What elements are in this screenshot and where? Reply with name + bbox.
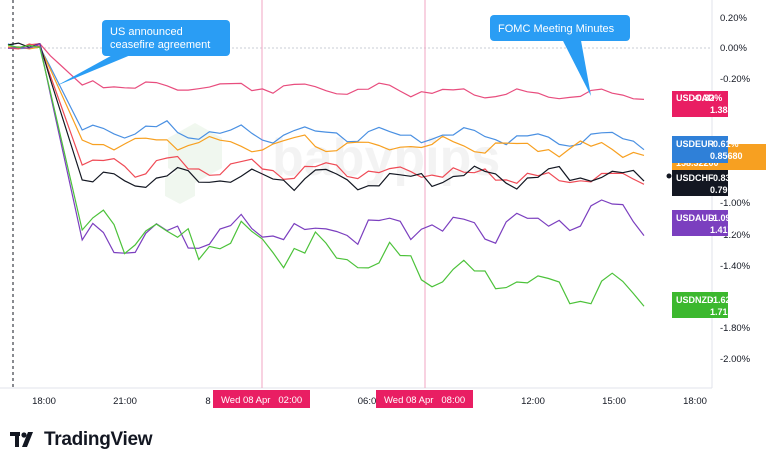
tag-usdchf [672, 170, 728, 196]
tag-usdcad-name: USDCAD [676, 93, 715, 103]
tag-usdchf-change: -0.83% [710, 173, 739, 183]
x-tick-label: 18:00 [32, 396, 56, 407]
tag-usdnzd-name: USDNZD [676, 295, 714, 305]
callout-fomc: FOMC Meeting Minutes [490, 15, 630, 96]
tag-usdnzd-price: 1.71560 [710, 307, 743, 317]
y-tick-label: -1.40% [720, 261, 751, 272]
y-tick-label: -1.20% [720, 230, 751, 241]
tag-usdeur [672, 136, 728, 163]
tag-usdeur-name: USDEUR [676, 139, 715, 149]
watermark-hexagon-icon [168, 123, 222, 183]
callout-box [102, 20, 230, 56]
tag-usdeur-change: -0.61% [710, 139, 739, 149]
callout-text: FOMC Meeting Minutes [498, 23, 615, 35]
x-tick-label: 12:00 [521, 396, 545, 407]
tag-usdaud-price: 1.41774 [710, 225, 743, 235]
time-marker-box [213, 390, 310, 408]
y-axis-ticks: 0.20% 0.00% -0.20% -1.00% -1.20% -1.40% … [720, 13, 751, 365]
callout-box [490, 15, 630, 41]
y-tick-label: -0.20% [720, 74, 751, 85]
y-tick-label: 0.20% [720, 13, 747, 24]
callout-ceasefire: US announced ceasefire agreement [56, 20, 230, 86]
footer: TradingView [10, 429, 153, 450]
series-usdnzd-line [7, 44, 645, 307]
x-tick-label: 15:00 [602, 396, 626, 407]
tag-usdnzd-change: -1.62% [710, 295, 739, 305]
callout-pointer [56, 52, 138, 86]
last-price-dot [666, 173, 672, 179]
y-tick-label: -2.00% [720, 354, 751, 365]
plot-area [0, 0, 712, 388]
tag-usdnzd [672, 292, 728, 318]
series-usdeur-line [7, 43, 645, 151]
tag-usdcad-change: -0.32% [694, 93, 723, 103]
callout-pointer [560, 35, 591, 96]
x-tick-label: 18:00 [683, 396, 707, 407]
tag-usdcad [672, 91, 728, 117]
x-tick-label: 06:0 [358, 396, 377, 407]
time-marker-1: Wed 08 Apr 02:00 [213, 390, 310, 408]
x-tick-label: 8 [205, 396, 210, 407]
price-tags: 158.32200 USDCAD -0.32% 1.38381 USDEUR -… [672, 91, 766, 318]
time-marker-2: Wed 08 Apr 08:00 [376, 390, 473, 408]
tag-usdeur-price: 0.85680 [710, 151, 743, 161]
time-marker-label: Wed 08 Apr 02:00 [221, 395, 302, 406]
y-tick-label: -1.80% [720, 323, 751, 334]
callout-text: US announced ceasefire agreement [110, 26, 210, 51]
tradingview-brand: TradingView [44, 429, 153, 450]
y-tick-label: 0.00% [720, 43, 747, 54]
time-marker-label: Wed 08 Apr 08:00 [384, 395, 465, 406]
y-tick-label: -1.00% [720, 198, 751, 209]
callout-line-1: US announced [110, 26, 183, 38]
tag-usdaud [672, 210, 728, 236]
series-usdcad-line [7, 42, 645, 100]
tag-usdchf-price: 0.79109 [710, 185, 743, 195]
callout-line-2: ceasefire agreement [110, 39, 210, 51]
series-lines [7, 42, 672, 307]
tag-usdaud-name: USDAUD [676, 213, 715, 223]
series-usdchf-line [7, 42, 645, 192]
watermark-hexagon-icon-2 [165, 170, 195, 204]
x-tick-label: 21:00 [113, 396, 137, 407]
time-marker-box [376, 390, 473, 408]
tradingview-logo-icon [10, 432, 33, 447]
tag-usdcad-price: 1.38381 [710, 105, 743, 115]
series-usdaud-line [7, 43, 645, 254]
series-usdgbp-line [7, 43, 645, 185]
x-axis-ticks: 18:00 21:00 8 06:0 12:00 15:00 18:00 [32, 396, 707, 407]
tag-usdchf-name: USDCHF [676, 173, 714, 183]
tag-usdaud-change: -1.09% [710, 213, 739, 223]
series-usdjpy-line [7, 46, 645, 159]
